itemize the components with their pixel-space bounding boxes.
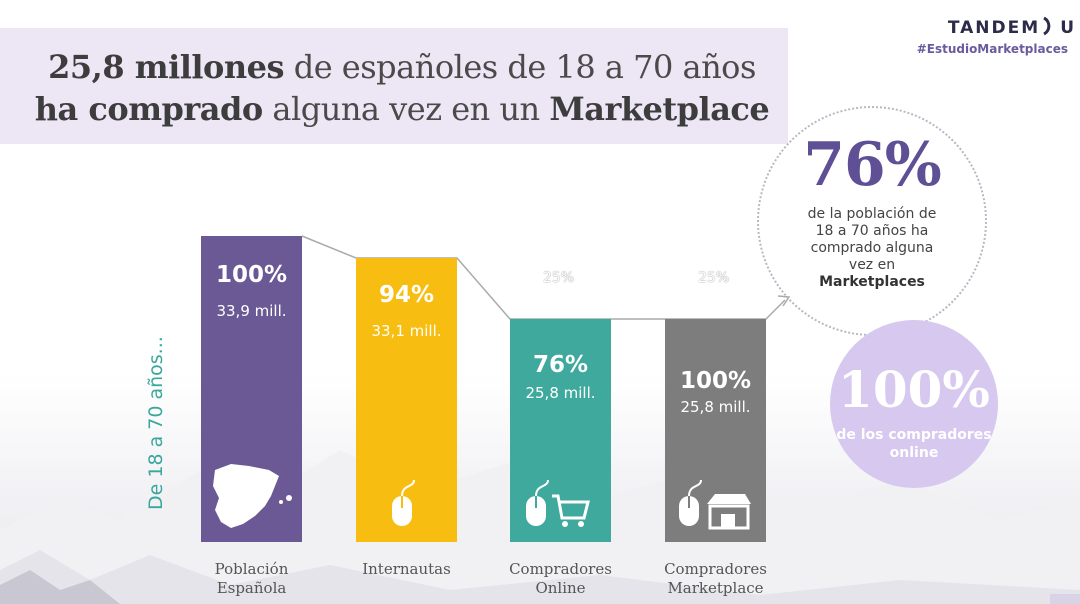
hashtag: #EstudioMarketplaces [916, 42, 1068, 56]
callout-100-line: online [889, 445, 939, 461]
callout-76-text: de la población de 18 a 70 años ha compr… [779, 206, 965, 291]
brand-suffix: U [1060, 18, 1074, 38]
category-label: Compradores Marketplace [664, 560, 767, 597]
bar-value-label: 25,8 mill. [680, 398, 751, 416]
bar-pct-label: 100% [679, 368, 752, 394]
page-title: 25,8 millones de españoles de 18 a 70 añ… [22, 46, 782, 130]
bar-pct-label: 94% [378, 282, 435, 308]
ghost-label: 25% [698, 270, 730, 286]
callout-100-text: de los compradores online [830, 426, 998, 462]
brand-logo: TANDEM U #EstudioMarketplaces [917, 16, 1074, 56]
callout-76-bold: Marketplaces [819, 274, 925, 290]
callout-circle-100: 100% de los compradores online [830, 320, 998, 488]
mouse-cart-icon [526, 479, 590, 527]
callout-76-value: 76% [803, 130, 942, 200]
callout-76-line: de la población de [807, 206, 937, 222]
bar-1-label: 100% 33,9 mill. [201, 262, 302, 320]
tandem-logo-icon [1043, 16, 1051, 36]
title-text-1: de españoles de 18 a 70 años [284, 48, 757, 86]
ghost-label: 25% [543, 270, 575, 286]
callout-76-line: 18 a 70 años ha [815, 223, 929, 239]
bar-2 [356, 258, 457, 542]
callout-76-line: comprado alguna [810, 240, 934, 256]
category-label: Población Española [214, 560, 289, 597]
bar-pct-label: 100% [215, 262, 288, 288]
title-text-2: alguna vez en un [262, 90, 550, 128]
title-banner [0, 28, 788, 144]
bar-value-label: 33,1 mill. [371, 322, 442, 340]
title-bold-2: ha comprado [34, 90, 264, 128]
callout-circle-76: 76% de la población de 18 a 70 años ha c… [757, 106, 987, 336]
callout-100-line: de los compradores [836, 427, 992, 443]
title-bold-1: 25,8 millones [48, 48, 285, 86]
title-bold-3: Marketplace [549, 90, 770, 128]
mouse-icon [392, 479, 415, 526]
category-label: Compradores Online [509, 560, 612, 597]
bar-2-label: 94% 33,1 mill. [356, 282, 457, 340]
mouse-store-icon [679, 479, 751, 530]
bar-value-label: 25,8 mill. [525, 384, 596, 402]
spain-map-icon [213, 464, 292, 528]
brand-name: TANDEM [947, 18, 1041, 38]
bar-value-label: 33,9 mill. [216, 302, 287, 320]
bar-4-label: 100% 25,8 mill. [665, 368, 766, 416]
callout-100-value: 100% [838, 360, 990, 419]
callout-76-line: vez en [848, 257, 896, 273]
slide-corner-accent [1050, 594, 1080, 604]
category-label: Internautas [362, 560, 451, 578]
bar-pct-label: 76% [532, 352, 589, 378]
bar-3-label: 76% 25,8 mill. [510, 352, 611, 402]
